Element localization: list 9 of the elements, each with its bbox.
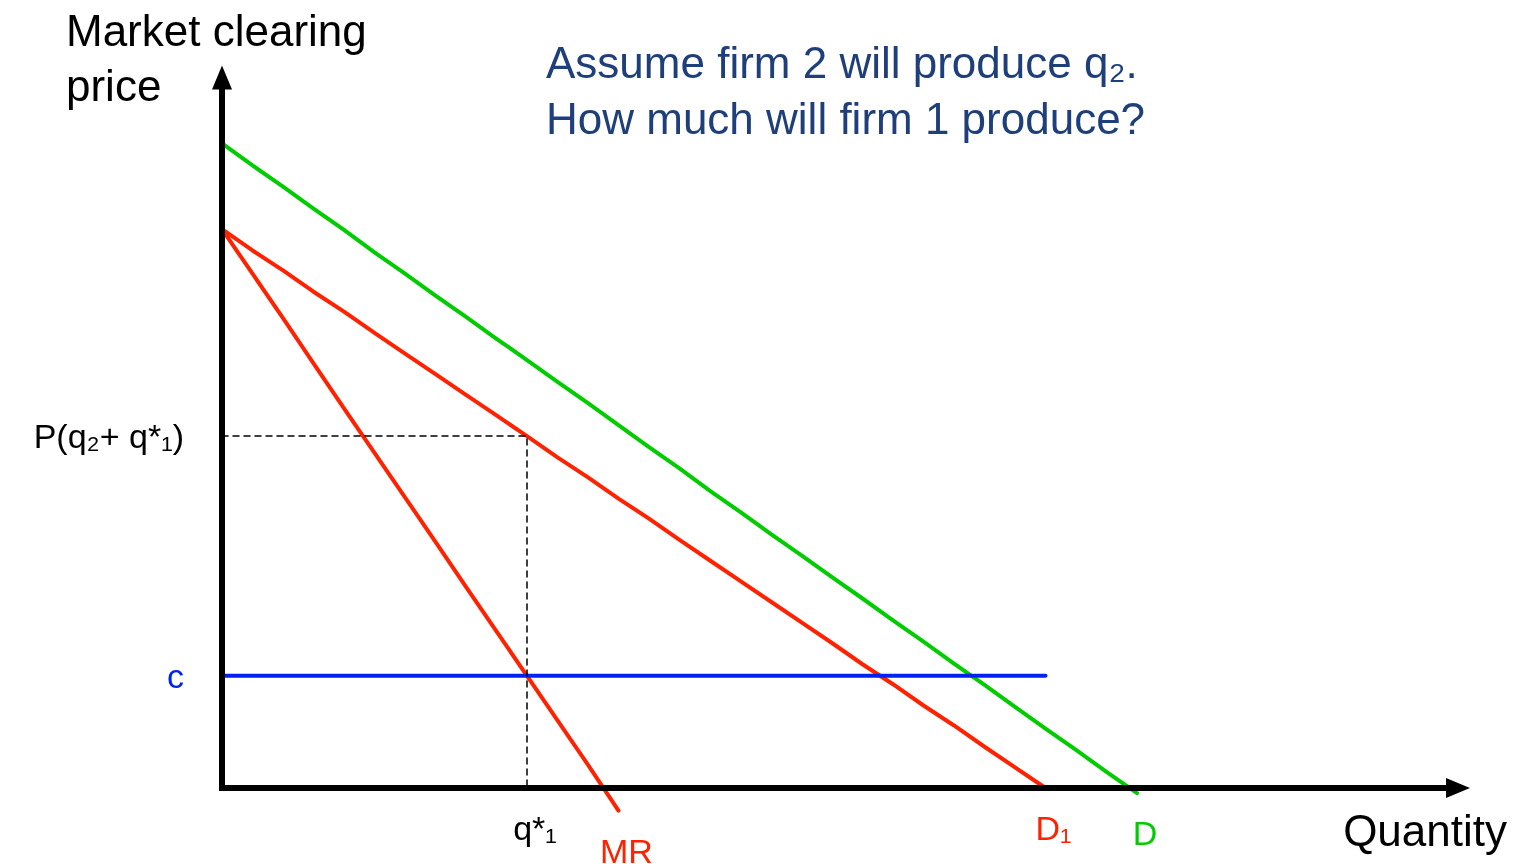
series-label: D₁ (1035, 809, 1072, 847)
series-label: c (167, 656, 184, 695)
x-axis-title: Quantity (1343, 806, 1507, 855)
series-label: MR (600, 831, 653, 864)
series-label: q*₁ (513, 809, 557, 847)
chart-title: Assume firm 2 will produce q₂. How much will firm 1 produce? (546, 38, 1146, 143)
text: P(q₂+ q*₁) (33, 417, 184, 456)
y-axis-title: Market clearing price (66, 6, 367, 110)
series-label: D (1132, 814, 1158, 853)
